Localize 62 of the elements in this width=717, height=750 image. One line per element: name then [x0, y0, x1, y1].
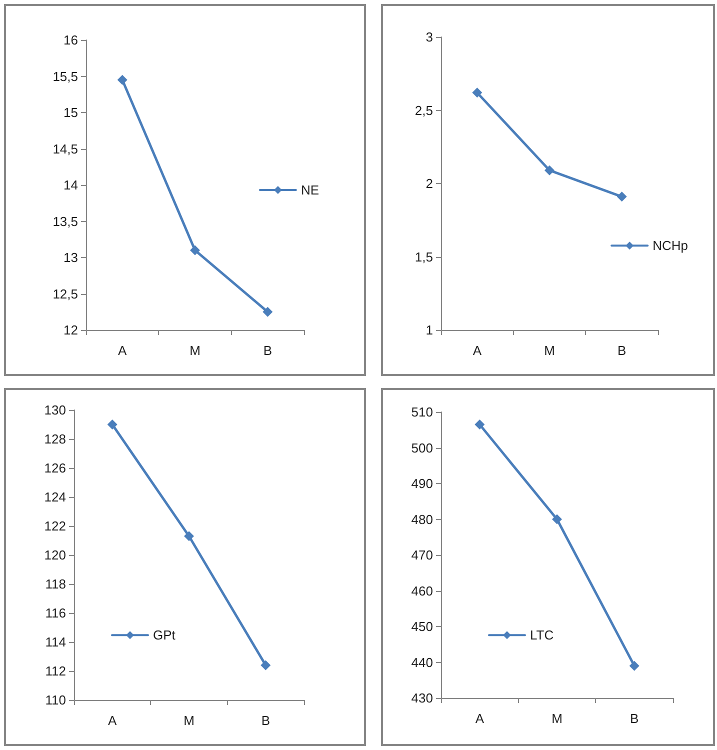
y-tick-label: 490: [411, 476, 433, 491]
point: [107, 420, 118, 430]
point: [616, 192, 627, 202]
x-tick-label: M: [184, 713, 194, 728]
point: [472, 88, 482, 98]
y-tick-label: 1,5: [414, 249, 433, 264]
legend-label: NCHp: [652, 238, 688, 254]
y-tick-label: 16: [64, 32, 78, 48]
y-tick-label: 2,5: [414, 102, 433, 118]
y-tick-label: 510: [411, 404, 433, 420]
y-tick-label: 15,5: [52, 68, 78, 84]
point: [544, 165, 554, 176]
y-tick-label: 14: [64, 178, 78, 192]
legend-label: LTC: [530, 628, 554, 643]
y-tick-label: 110: [45, 692, 66, 708]
point: [190, 245, 200, 256]
y-tick-label: 450: [411, 619, 433, 634]
y-tick-label: 130: [44, 402, 66, 418]
point: [260, 660, 271, 670]
y-tick-label: 118: [45, 576, 66, 592]
x-tick-label: B: [630, 711, 639, 726]
x-tick-label: A: [108, 713, 117, 728]
x-tick-label: M: [190, 343, 200, 358]
y-tick-label: 13,5: [52, 214, 78, 229]
x-tick-label: B: [263, 343, 272, 358]
y-tick-label: 120: [44, 548, 66, 562]
y-tick-label: 13: [64, 250, 78, 265]
x-tick-label: B: [617, 343, 626, 358]
y-tick-label: 112: [45, 664, 66, 678]
y-tick-label: 1: [426, 322, 433, 338]
x-tick-label: M: [552, 711, 562, 726]
point: [629, 660, 640, 671]
y-tick-label: 15: [64, 105, 78, 120]
x-tick-label: B: [261, 713, 270, 728]
y-tick-label: 128: [44, 432, 66, 446]
point: [474, 420, 485, 430]
y-tick-label: 2: [426, 176, 433, 191]
y-tick-label: 12: [64, 322, 78, 338]
y-tick-label: 480: [411, 512, 433, 527]
point: [552, 514, 562, 524]
y-tick-label: 470: [411, 548, 433, 562]
y-tick-label: 3: [426, 30, 433, 44]
y-tick-label: 14,5: [52, 141, 78, 156]
y-tick-label: 440: [411, 654, 433, 670]
point: [262, 306, 273, 317]
y-tick-label: 500: [411, 440, 433, 456]
y-tick-label: 124: [44, 490, 66, 504]
y-tick-label: 430: [411, 690, 433, 706]
x-tick-label: M: [544, 343, 555, 358]
x-tick-label: A: [475, 711, 484, 726]
x-tick-label: A: [472, 343, 482, 358]
y-tick-label: 126: [44, 460, 66, 476]
x-tick-label: A: [118, 343, 127, 358]
legend-label: NE: [300, 182, 320, 198]
y-tick-label: 114: [45, 634, 66, 650]
legend-label: GPt: [153, 628, 176, 643]
y-tick-label: 460: [411, 583, 433, 598]
point: [117, 74, 128, 85]
y-tick-label: 116: [45, 606, 66, 620]
point: [184, 531, 194, 542]
y-tick-label: 12,5: [52, 286, 78, 302]
y-tick-label: 122: [44, 518, 66, 534]
